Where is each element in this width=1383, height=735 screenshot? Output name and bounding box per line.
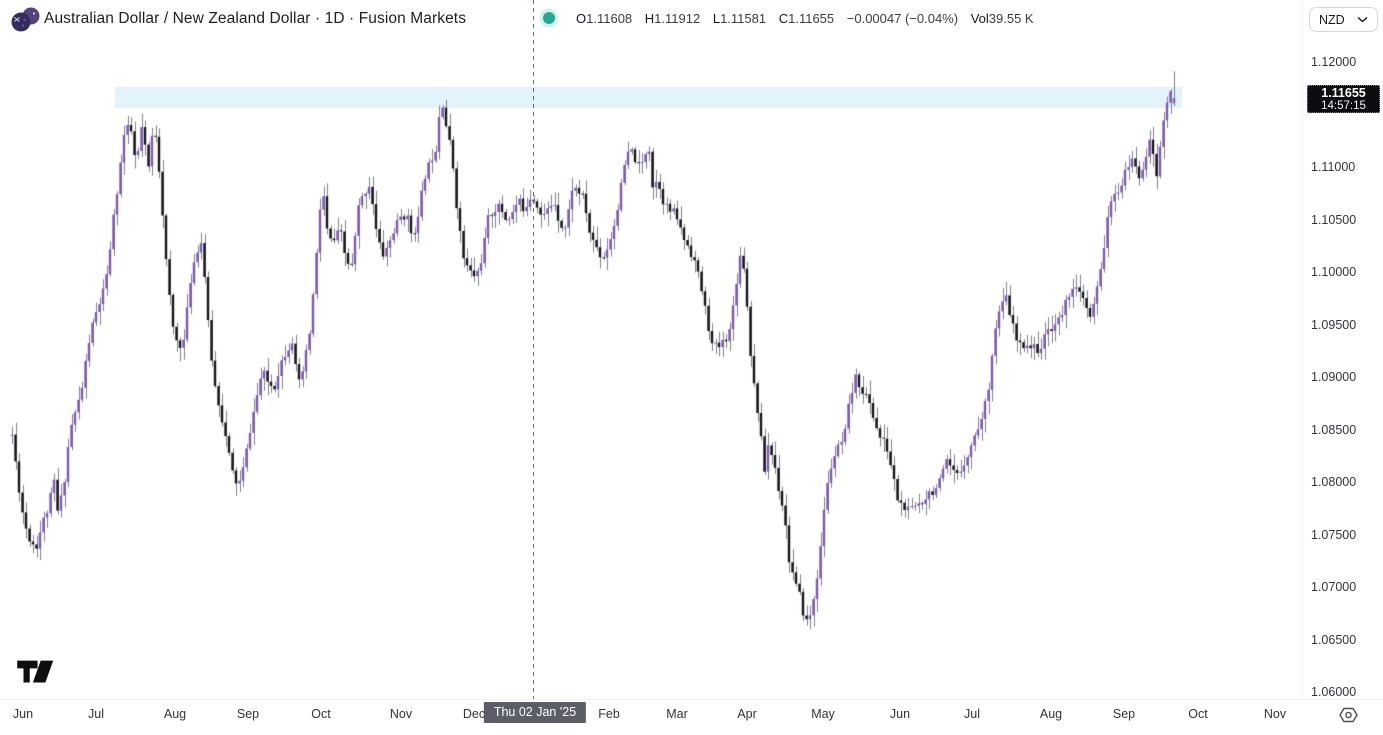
time-tick-apr: Apr xyxy=(737,707,757,721)
tradingview-logo[interactable] xyxy=(17,659,55,684)
low-label: L xyxy=(712,11,721,26)
price-tick: 1.06000 xyxy=(1311,685,1357,699)
price-tick: 1.07000 xyxy=(1311,580,1357,594)
chevron-down-icon xyxy=(1357,16,1368,23)
price-tick: 1.09000 xyxy=(1311,370,1357,384)
chart-header: Australian Dollar / New Zealand Dollar ·… xyxy=(0,0,1383,40)
currency-unit-dropdown[interactable]: NZD xyxy=(1309,7,1378,32)
time-tick-oct: Oct xyxy=(311,707,331,721)
time-tick-jun: Jun xyxy=(12,707,34,721)
time-tick-feb: Feb xyxy=(598,707,620,721)
last-price-label: 1.11655 14:57:15 xyxy=(1307,84,1380,113)
market-status-dot xyxy=(543,12,555,24)
time-tick-mar: Mar xyxy=(666,707,688,721)
volume-value: 39.55 K xyxy=(988,11,1034,26)
change-value: −0.00047 (−0.04%) xyxy=(846,11,959,26)
price-tick: 1.08500 xyxy=(1311,422,1357,437)
close-value: 1.11655 xyxy=(788,11,835,26)
crosshair-date-badge: Thu 02 Jan '25 xyxy=(483,702,587,723)
price-axis[interactable]: 1.11655 14:57:15 1.12000 1.11000 1.10500 1.… xyxy=(1302,0,1383,699)
price-tick: 1.08000 xyxy=(1311,475,1357,489)
bar-countdown: 14:57:15 xyxy=(1321,99,1366,112)
ohlc-readout: O1.11608 H1.11912 L1.11581 C1.11655 −0.0… xyxy=(576,11,1043,26)
currency-unit-label: NZD xyxy=(1319,12,1345,27)
time-axis[interactable]: Thu 02 Jan '25 Jun Jul Aug Sep Oct Nov Dec Feb M… xyxy=(0,699,1383,735)
time-tick-jun: Jun xyxy=(889,707,911,721)
price-tick: 1.09500 xyxy=(1311,317,1357,332)
volume-label: Vol xyxy=(970,11,989,26)
symbol-title[interactable]: Australian Dollar / New Zealand Dollar ·… xyxy=(44,10,467,27)
time-tick-jul: Jul xyxy=(964,707,980,721)
candlestick-canvas[interactable] xyxy=(0,0,1300,700)
price-tick: 1.06500 xyxy=(1311,632,1357,647)
low-value: 1.11581 xyxy=(720,11,767,26)
high-value: 1.11912 xyxy=(654,11,701,26)
price-tick: 1.10000 xyxy=(1311,265,1357,279)
time-tick-aug: Aug xyxy=(163,707,187,721)
high-label: H xyxy=(644,11,655,26)
price-tick: 1.07500 xyxy=(1311,527,1357,542)
time-tick-nov: Nov xyxy=(389,707,413,721)
time-tick-may: May xyxy=(811,707,835,721)
open-value: 1.11608 xyxy=(586,11,633,26)
time-tick-oct: Oct xyxy=(1188,707,1208,721)
time-tick-jul: Jul xyxy=(88,707,104,721)
timezone-settings-icon[interactable] xyxy=(1336,703,1362,727)
time-tick-aug: Aug xyxy=(1039,707,1063,721)
price-tick: 1.10500 xyxy=(1311,212,1357,227)
time-tick-dec: Dec xyxy=(462,707,486,721)
last-price-value: 1.11655 xyxy=(1321,85,1366,100)
price-tick: 1.12000 xyxy=(1311,55,1357,69)
currency-pair-icon[interactable] xyxy=(11,7,41,33)
time-tick-nov: Nov xyxy=(1263,707,1287,721)
time-tick-sep: Sep xyxy=(1112,707,1136,721)
chart-plot-area[interactable] xyxy=(0,0,1300,700)
crosshair-vertical-line xyxy=(533,0,534,700)
close-label: C xyxy=(778,11,789,26)
time-tick-sep: Sep xyxy=(236,707,260,721)
open-label: O xyxy=(576,11,587,26)
price-tick: 1.11000 xyxy=(1311,160,1356,174)
